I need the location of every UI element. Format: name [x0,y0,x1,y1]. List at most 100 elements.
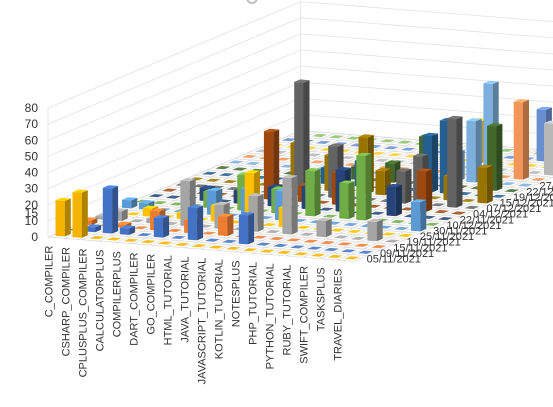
bar-base [424,222,440,226]
date-label: 22/12/2021 [526,186,553,198]
bar-side [227,214,234,237]
bar-top [385,160,401,164]
date-label: 15/12/2021 [500,198,553,210]
bar [238,212,255,245]
bar [397,233,413,238]
bar [174,242,190,246]
bar [269,236,285,241]
bar [161,188,178,192]
bar-top [367,218,383,222]
bar [218,213,234,237]
bar [527,170,543,175]
date-label: 09/11/2021 [380,248,434,260]
bar [106,237,122,241]
bar [245,161,261,166]
bar [340,249,357,253]
bar [276,250,292,255]
bar [375,167,391,196]
bar-base [346,229,362,233]
bar-base [252,235,268,239]
bar-top [339,180,355,184]
bar [187,204,204,241]
bar [513,99,529,180]
bar [328,135,345,139]
bar [460,198,476,203]
bar [387,153,403,157]
bar-base [165,195,181,199]
bar [293,252,309,256]
bar-top [116,221,132,225]
y-tick-label: 70 [25,117,39,131]
bar-top [422,132,439,136]
bar [424,222,440,226]
category-label: COMPILERPLUS [111,251,123,337]
bar-base [369,211,385,215]
bar [498,148,515,152]
bar [286,238,302,242]
bar-top [411,199,427,203]
bar-base [201,231,217,235]
bar-base [390,219,406,224]
bar [517,183,533,187]
bar [400,147,416,151]
bar-top [187,204,204,209]
bar [343,222,359,227]
date-label: 19/12/2021 [513,192,553,204]
category-label: TASKSPLUS [315,267,327,331]
bar-base [205,178,221,182]
y-tick-label: 30 [25,182,39,196]
bar [122,197,138,209]
category-label: TRAVEL_DIARIES [333,269,345,361]
bar-front [294,81,304,196]
bar [337,242,353,246]
bar [148,194,164,198]
bar-base [241,154,257,159]
category-label: JAVASCRIPT_TUTORIAL [197,258,209,385]
bar-front [386,186,396,217]
bar-base [106,237,122,241]
floor-gridline [98,134,352,242]
bar-side [64,198,71,237]
bar-side [131,197,138,209]
bar-top [413,153,429,157]
bar-base [387,153,403,157]
bar [316,217,332,238]
y-tick-label: 0 [31,230,38,244]
bar-top [139,200,155,204]
bar-top [142,205,158,209]
bar-base [340,156,356,160]
bar-base [345,136,362,140]
bar [215,166,231,170]
bar [345,136,362,140]
bar [205,178,221,182]
bar-top [244,170,260,174]
bar-top [487,123,503,127]
bar-top [513,99,529,103]
bar-base [318,207,334,211]
date-label: 25/11/2021 [420,231,474,243]
bar-base [315,140,331,144]
bar [133,226,149,230]
bar [394,226,410,231]
bar-base [460,198,476,203]
bar [201,171,218,175]
bar [350,236,366,240]
bar-base [125,212,141,216]
date-label: 07/12/2021 [486,203,541,215]
bar-top [119,225,136,229]
bar-base [255,242,272,246]
bar-base [371,245,387,249]
bar [447,115,463,208]
bar-base [437,217,453,221]
bar-base [232,167,248,171]
bar-base [89,235,105,240]
bar-base [333,235,349,239]
bar [333,235,349,239]
bar [294,79,310,196]
bar-top [248,193,264,197]
bar [371,245,387,249]
bar [305,168,321,217]
bar-base [215,166,231,170]
bar-base [397,233,413,238]
bar [369,211,385,215]
